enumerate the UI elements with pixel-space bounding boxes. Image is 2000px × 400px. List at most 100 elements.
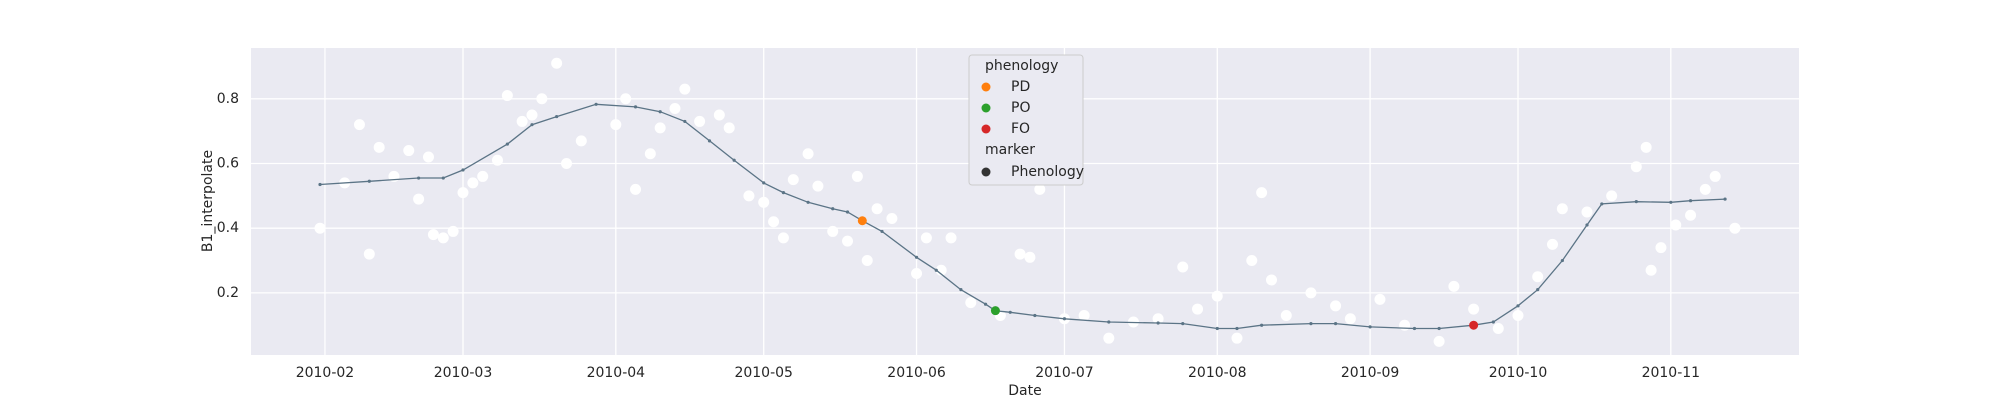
y-tick-label: 0.6	[217, 155, 239, 171]
scatter-point	[713, 109, 725, 121]
scatter-point	[575, 135, 587, 147]
line-point	[1412, 326, 1417, 331]
scatter-point	[1685, 209, 1697, 221]
line-point	[1688, 199, 1693, 203]
scatter-point	[1556, 203, 1568, 215]
line-point	[594, 102, 598, 106]
scatter-point	[1581, 206, 1593, 218]
line-point	[762, 181, 766, 185]
line-point	[683, 119, 687, 124]
scatter-point	[413, 193, 425, 205]
scatter-point	[669, 102, 681, 114]
line-point	[880, 229, 884, 234]
scatter-point	[768, 216, 780, 228]
line-point	[633, 105, 638, 109]
scatter-point	[945, 232, 957, 244]
line-point	[505, 142, 509, 146]
y-tick-label: 0.8	[217, 91, 239, 107]
scatter-point	[679, 83, 691, 95]
scatter-point	[630, 183, 642, 195]
scatter-point	[1670, 219, 1682, 231]
scatter-point	[1246, 255, 1258, 267]
line-point	[1156, 321, 1160, 325]
scatter-point	[723, 122, 735, 134]
line-point	[1536, 288, 1540, 292]
scatter-point	[1547, 238, 1559, 250]
line-point	[530, 123, 534, 127]
scatter-point	[1699, 183, 1711, 195]
x-tick-label: 2010-07	[1035, 365, 1094, 381]
scatter-point	[561, 157, 573, 169]
scatter-point	[610, 119, 622, 131]
line-point	[441, 176, 445, 180]
scatter-point	[851, 170, 863, 182]
line-point	[1235, 326, 1239, 331]
x-tick-label: 2010-04	[587, 365, 646, 381]
line-point	[367, 179, 371, 183]
scatter-point	[1192, 303, 1204, 315]
x-tick-label: 2010-09	[1341, 365, 1400, 381]
scatter-point	[842, 235, 854, 247]
scatter-point	[1492, 322, 1504, 334]
scatter-point	[1512, 310, 1524, 322]
line-point	[934, 268, 938, 272]
scatter-point	[1344, 313, 1356, 325]
scatter-point	[1630, 161, 1642, 173]
line-point	[845, 210, 850, 214]
scatter-point	[920, 232, 932, 244]
scatter-point	[1256, 187, 1268, 199]
line-point	[1600, 202, 1604, 206]
scatter-point	[861, 255, 873, 267]
phenology-point	[1469, 320, 1479, 330]
legend-marker	[981, 103, 991, 113]
y-tick-label: 0.2	[217, 285, 239, 301]
scatter-point	[620, 93, 632, 105]
phenology-point	[990, 306, 1000, 316]
line-point	[1333, 322, 1338, 326]
line-point	[1634, 200, 1638, 204]
scatter-point	[1103, 332, 1115, 344]
scatter-point	[551, 57, 563, 69]
line-point	[732, 158, 736, 162]
scatter-point	[911, 267, 923, 279]
scatter-point	[1655, 242, 1667, 254]
line-point	[914, 255, 919, 259]
scatter-point	[501, 90, 513, 102]
legend-label: Phenology	[1011, 164, 1084, 180]
scatter-point	[871, 203, 883, 215]
line-point	[1309, 322, 1313, 326]
scatter-point	[467, 177, 479, 189]
scatter-point	[1330, 300, 1342, 312]
line-point	[1107, 320, 1111, 324]
x-axis-label: Date	[1008, 383, 1041, 399]
scatter-point	[743, 190, 755, 202]
scatter-point	[1640, 141, 1652, 153]
line-point	[1437, 326, 1441, 331]
line-point	[806, 200, 810, 204]
legend-subtitle: marker	[985, 142, 1035, 158]
scatter-point	[1078, 310, 1090, 322]
scatter-point	[1024, 251, 1036, 263]
line-point	[707, 139, 712, 143]
scatter-point	[1468, 303, 1480, 315]
phenology-point	[857, 216, 867, 226]
y-tick-label: 0.4	[217, 220, 239, 236]
line-point	[1669, 200, 1673, 204]
scatter-point	[777, 232, 789, 244]
scatter-point	[1448, 280, 1460, 292]
scatter-point	[437, 232, 449, 244]
scatter-point	[694, 115, 706, 127]
scatter-point	[886, 212, 898, 224]
legend-label: FO	[1011, 121, 1030, 137]
line-point	[1181, 322, 1185, 326]
x-tick-label: 2010-10	[1489, 365, 1548, 381]
scatter-point	[1231, 332, 1243, 344]
legend-marker	[981, 167, 991, 177]
line-point	[1368, 325, 1372, 329]
scatter-point	[1532, 271, 1544, 283]
scatter-point	[1280, 310, 1292, 322]
scatter-point	[644, 148, 656, 160]
scatter-point	[403, 145, 415, 157]
scatter-point	[1034, 183, 1046, 195]
